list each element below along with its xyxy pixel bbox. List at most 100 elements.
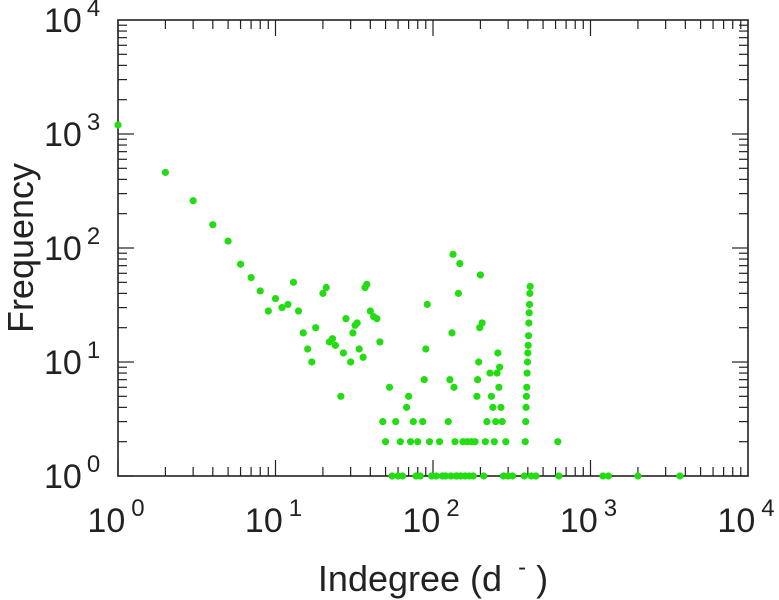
data-point [359, 353, 367, 361]
data-point [392, 418, 400, 426]
x-axis-ticks [117, 20, 742, 476]
data-point [271, 294, 280, 303]
data-point [502, 438, 510, 446]
y-axis-label: Frequency [0, 163, 41, 333]
data-point [448, 329, 456, 337]
data-point [520, 472, 528, 480]
data-point [396, 438, 404, 446]
data-point [508, 472, 517, 480]
data-point [256, 287, 264, 295]
data-point [497, 403, 505, 411]
data-point [441, 472, 450, 480]
data-point [495, 383, 503, 391]
data-point [435, 438, 444, 446]
data-point [381, 438, 390, 446]
data-point [489, 403, 497, 411]
x-tick-label: 10 4 [717, 495, 774, 540]
data-point [114, 121, 122, 129]
data-point [337, 392, 345, 400]
data-point [634, 472, 642, 480]
data-point [525, 309, 533, 317]
data-point [487, 392, 496, 400]
data-point [526, 289, 534, 297]
data-point [523, 383, 531, 391]
y-tick-label: 10 2 [44, 223, 100, 268]
data-point [349, 329, 357, 337]
data-point [475, 358, 483, 366]
data-point [496, 363, 504, 371]
data-point [342, 315, 350, 323]
data-point [522, 403, 530, 411]
data-point [422, 345, 430, 353]
x-axis-label: Indegree (d -) [318, 554, 548, 599]
data-point [328, 335, 337, 343]
data-point [490, 438, 498, 446]
data-point [284, 300, 292, 309]
data-point [451, 438, 459, 446]
data-point [347, 358, 355, 366]
data-point [524, 332, 533, 340]
y-tick-label: 10 3 [44, 109, 100, 154]
data-point [483, 418, 491, 426]
data-point [419, 418, 427, 426]
data-point [555, 472, 563, 480]
x-tick-label: 10 3 [560, 495, 617, 540]
data-point [247, 273, 255, 282]
data-point [398, 472, 407, 480]
data-point [366, 307, 374, 315]
data-point [522, 392, 531, 400]
data-point [294, 307, 303, 315]
data-point [414, 438, 422, 446]
data-point [523, 358, 532, 366]
data-point [474, 376, 482, 384]
data-point [494, 349, 502, 357]
data-point [450, 383, 458, 391]
data-point [476, 271, 485, 279]
data-point [447, 472, 455, 480]
data-point [524, 349, 532, 357]
data-point [525, 300, 534, 309]
data-point [523, 369, 531, 377]
x-axis-label-close: ) [536, 558, 548, 599]
data-point [363, 280, 371, 288]
data-point [289, 278, 298, 286]
data-point [423, 300, 431, 309]
data-point [525, 319, 533, 327]
data-point [236, 260, 245, 268]
data-point [339, 349, 348, 357]
data-point [599, 472, 607, 480]
data-point [478, 319, 486, 327]
data-point [473, 392, 481, 400]
data-point [532, 472, 540, 480]
data-point [209, 221, 217, 229]
data-point [319, 289, 327, 297]
y-tick-label: 10 1 [44, 337, 100, 382]
data-point [388, 472, 396, 480]
data-point [409, 418, 417, 426]
data-point [425, 438, 434, 446]
data-point [604, 472, 613, 480]
data-point [492, 418, 500, 426]
data-point [554, 438, 562, 446]
data-point [498, 418, 506, 426]
data-point [403, 403, 411, 411]
data-point [471, 438, 479, 446]
data-point [480, 472, 488, 480]
data-point [304, 345, 312, 353]
data-point [322, 283, 330, 292]
data-point [331, 341, 339, 349]
data-point [521, 438, 529, 446]
data-point [373, 315, 381, 323]
data-point [676, 472, 684, 480]
data-point [264, 307, 272, 315]
data-point [376, 338, 384, 346]
data-point [524, 341, 532, 349]
data-point [385, 383, 394, 391]
x-tick-labels: 10 0 10 1 10 2 10 3 10 4 [87, 495, 774, 540]
data-point [161, 168, 170, 177]
data-point [189, 197, 197, 205]
data-point [456, 259, 464, 268]
data-point [481, 438, 489, 446]
